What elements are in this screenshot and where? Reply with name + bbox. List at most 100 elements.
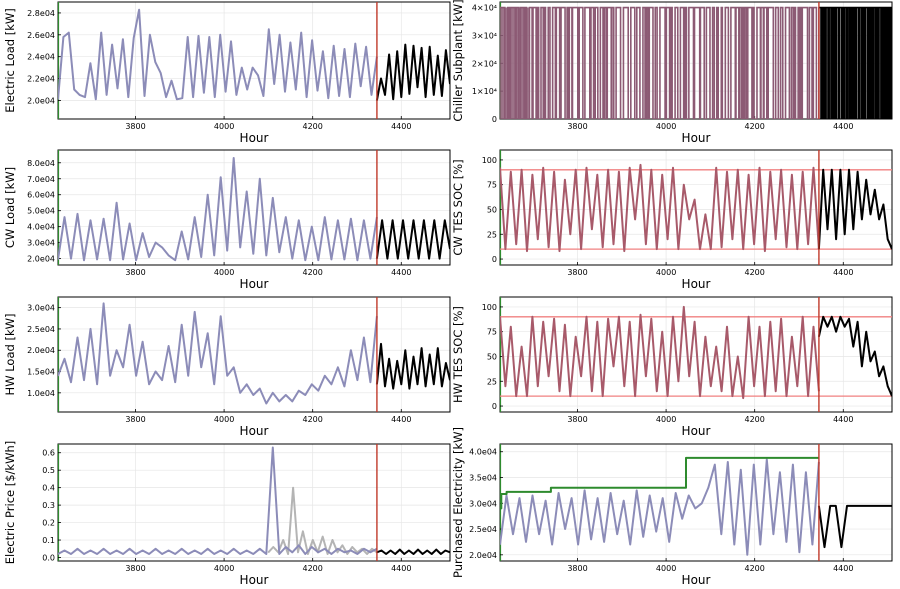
x-tick-label: 4400 <box>833 564 853 573</box>
data-point <box>433 383 435 385</box>
x-tick-label: 4000 <box>656 415 676 424</box>
data-point <box>103 218 105 220</box>
x-tick-label: 4200 <box>745 564 765 573</box>
data-point <box>677 248 680 250</box>
y-tick-label: 100 <box>482 303 497 312</box>
data-point <box>298 544 300 546</box>
plot-frame <box>499 443 893 562</box>
y-tick-label: 50 <box>487 205 497 214</box>
data-point <box>791 336 793 338</box>
data-point <box>343 258 345 260</box>
data-point <box>807 243 809 245</box>
data-point <box>394 553 396 555</box>
data-point <box>823 546 826 548</box>
data-point <box>316 90 319 92</box>
data-point <box>268 28 270 30</box>
data-point <box>259 178 261 180</box>
data-point <box>655 531 657 533</box>
series-history <box>58 302 378 405</box>
data-point <box>327 97 329 99</box>
data-point <box>882 365 885 367</box>
data-point <box>317 551 319 553</box>
data-point <box>392 98 394 100</box>
y-tick-label: 0.1 <box>42 536 55 545</box>
y-tick-label: 25 <box>487 230 497 239</box>
data-point <box>417 549 419 551</box>
data-point <box>148 553 150 555</box>
data-point <box>629 543 631 546</box>
data-point <box>733 543 735 546</box>
data-point <box>129 324 131 326</box>
data-point <box>220 315 222 317</box>
data-point <box>267 551 269 553</box>
data-point <box>437 347 439 349</box>
data-point <box>726 171 728 173</box>
data-point <box>89 62 91 64</box>
panel-hw-tes-soc: 3800 4000 4200 4400 0 25 50 75 100 Hour HW TES SOC… <box>451 296 893 438</box>
data-point <box>396 50 398 52</box>
data-point <box>360 85 362 87</box>
data-point <box>412 219 415 221</box>
data-point <box>285 216 287 218</box>
data-point <box>174 381 176 383</box>
panel-purchased-electricity: 3800 4000 4200 4400 2.0e04 2.5e04 3.0e04 3.5e04… <box>451 427 893 587</box>
data-point <box>187 258 189 260</box>
data-point <box>780 318 782 320</box>
data-point <box>135 259 137 261</box>
data-point <box>707 487 709 489</box>
data-point <box>187 553 189 555</box>
y-tick-label: 2.0e04 <box>27 255 55 264</box>
data-point <box>350 349 352 351</box>
series-forecast <box>818 6 892 119</box>
data-point <box>748 316 750 318</box>
data-point <box>710 385 712 387</box>
data-point <box>380 77 382 80</box>
data-point <box>431 553 433 555</box>
data-point <box>207 332 209 334</box>
data-point <box>168 254 170 256</box>
x-tick-label: 4200 <box>303 122 323 131</box>
data-point <box>100 31 102 34</box>
y-tick-label: 3.0e04 <box>27 304 55 313</box>
data-point <box>103 302 105 304</box>
data-point <box>645 243 647 245</box>
data-point <box>558 250 561 252</box>
data-point <box>421 347 423 349</box>
data-point <box>785 541 788 543</box>
data-point <box>181 97 183 99</box>
data-point <box>667 395 669 397</box>
data-point <box>324 548 326 550</box>
data-point <box>161 553 163 555</box>
panel-cw-load: 3800 4000 4200 4400 2.0e04 3.0e04 4.0e04 5.0e04… <box>3 149 451 291</box>
data-point <box>259 548 261 550</box>
data-point <box>317 390 319 392</box>
data-point <box>346 553 348 555</box>
data-point <box>433 219 435 221</box>
data-point <box>564 324 566 326</box>
data-point <box>272 197 274 199</box>
data-point <box>333 45 335 47</box>
y-axis-label: HW Load [kW] <box>3 314 17 396</box>
data-point <box>449 248 450 250</box>
data-point <box>731 395 734 397</box>
data-point <box>83 259 85 261</box>
x-tick-label: 3800 <box>567 268 587 277</box>
data-point <box>385 553 387 555</box>
data-point <box>441 385 443 387</box>
y-axis-label: CW Load [kW] <box>3 167 17 248</box>
data-point <box>699 395 701 397</box>
data-point <box>365 46 367 48</box>
plot-frame <box>57 443 451 562</box>
data-point <box>363 219 365 221</box>
data-point <box>392 388 394 390</box>
y-tick-label: 4.0e04 <box>469 448 497 457</box>
data-point <box>338 95 340 97</box>
plot-area <box>58 446 450 555</box>
x-axis-label: Hour <box>240 131 269 145</box>
series-history <box>58 157 378 262</box>
data-point <box>233 548 235 550</box>
data-point <box>324 375 326 377</box>
data-point <box>143 95 146 97</box>
data-point <box>688 218 690 220</box>
data-point <box>252 394 254 396</box>
